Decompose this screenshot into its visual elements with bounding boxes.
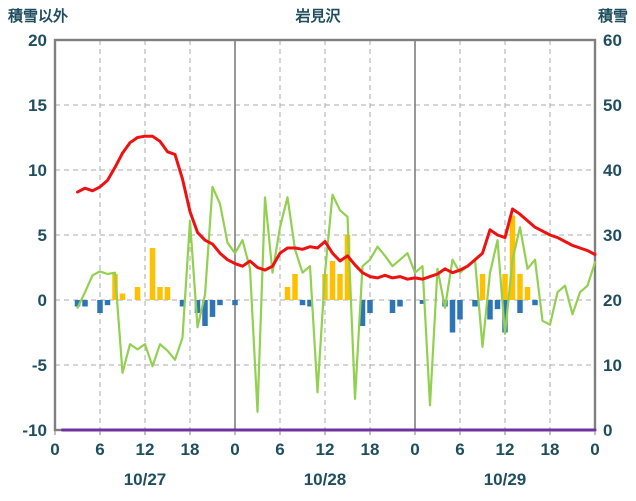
svg-text:40: 40 — [603, 161, 622, 180]
svg-text:0: 0 — [603, 421, 612, 440]
svg-text:12: 12 — [316, 440, 335, 459]
svg-text:6: 6 — [275, 440, 284, 459]
svg-text:50: 50 — [603, 96, 622, 115]
left-axis-title: 積雪以外 — [8, 8, 69, 25]
svg-text:0: 0 — [410, 440, 419, 459]
svg-text:12: 12 — [496, 440, 515, 459]
svg-text:18: 18 — [181, 440, 200, 459]
svg-text:0: 0 — [38, 291, 47, 310]
svg-text:10: 10 — [603, 356, 622, 375]
svg-text:18: 18 — [361, 440, 380, 459]
svg-text:18: 18 — [541, 440, 560, 459]
svg-text:20: 20 — [28, 31, 47, 50]
svg-text:0: 0 — [590, 440, 599, 459]
svg-text:6: 6 — [455, 440, 464, 459]
svg-text:10/27: 10/27 — [124, 470, 167, 489]
svg-text:10/29: 10/29 — [484, 470, 527, 489]
svg-text:30: 30 — [603, 226, 622, 245]
svg-text:20: 20 — [603, 291, 622, 310]
svg-text:12: 12 — [136, 440, 155, 459]
chart-title: 岩見沢 — [295, 8, 341, 25]
green-line — [76, 185, 597, 413]
svg-text:-5: -5 — [32, 356, 47, 375]
svg-text:0: 0 — [50, 440, 59, 459]
right-axis-title: 積雪 — [597, 8, 628, 25]
svg-text:5: 5 — [38, 226, 47, 245]
svg-text:10: 10 — [28, 161, 47, 180]
svg-text:6: 6 — [95, 440, 104, 459]
svg-text:60: 60 — [603, 31, 622, 50]
red-temperature-line — [76, 134, 597, 281]
svg-text:15: 15 — [28, 96, 47, 115]
negative-blue-bars — [74, 300, 538, 333]
precipitation-bars — [112, 215, 531, 300]
svg-text:10/28: 10/28 — [304, 470, 347, 489]
svg-text:0: 0 — [230, 440, 239, 459]
svg-text:-10: -10 — [22, 421, 47, 440]
